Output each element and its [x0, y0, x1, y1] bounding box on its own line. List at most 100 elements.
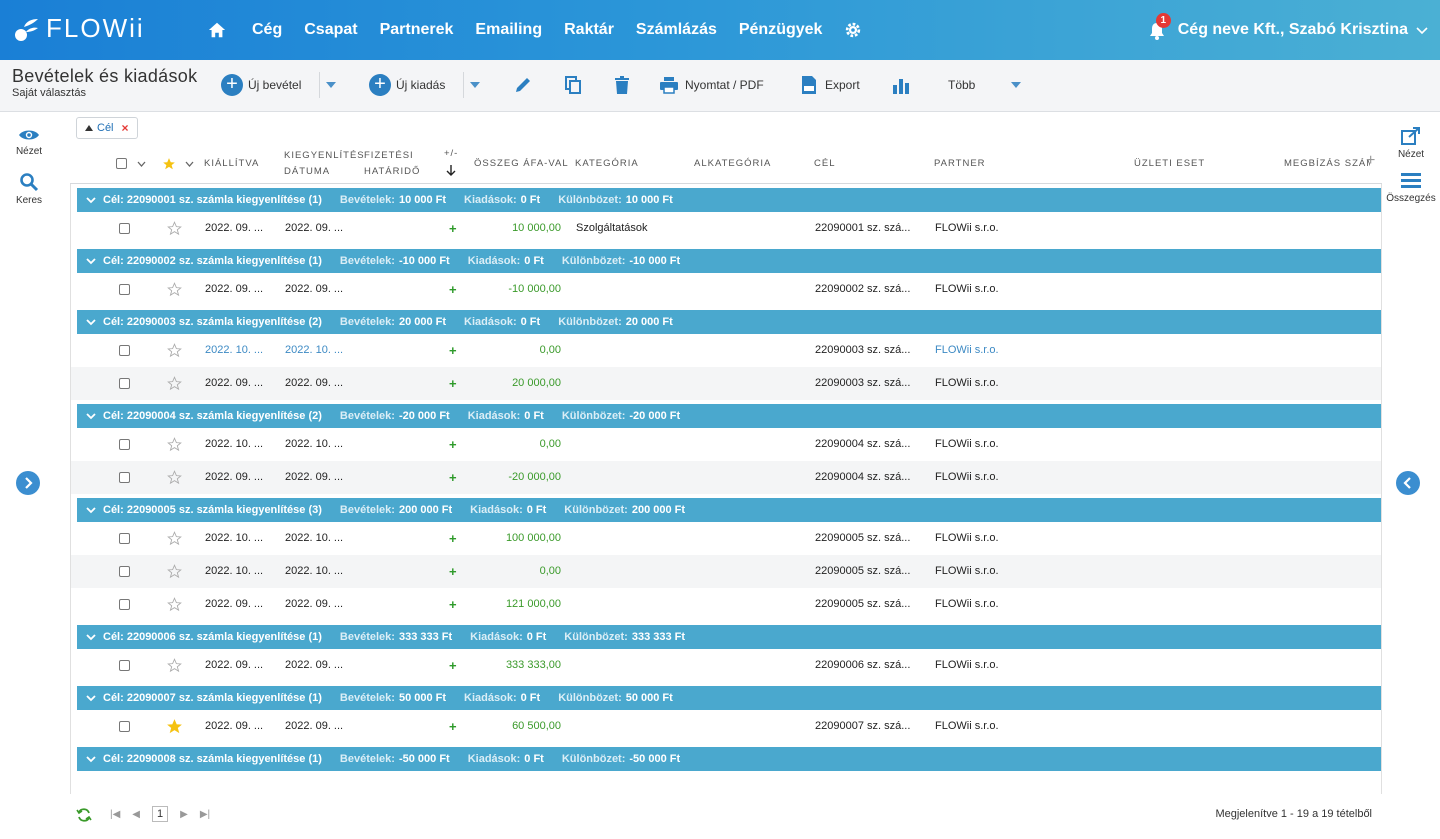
- new-income-button[interactable]: + Új bevétel: [221, 72, 301, 98]
- column-amount[interactable]: Összeg ÁFA-val: [474, 158, 569, 169]
- refresh-icon[interactable]: [76, 808, 92, 822]
- new-income-dropdown[interactable]: [319, 72, 341, 98]
- row-checkbox[interactable]: [119, 721, 130, 732]
- row-star[interactable]: [167, 221, 182, 239]
- table-row[interactable]: 2022. 09. ... 2022. 09. ... + -20 000,00 220…: [71, 461, 1381, 494]
- row-star[interactable]: [167, 597, 182, 615]
- column-due-date[interactable]: Fizetési határidő: [364, 148, 420, 180]
- chevron-down-icon[interactable]: [85, 194, 97, 206]
- row-checkbox[interactable]: [119, 660, 130, 671]
- chevron-down-icon[interactable]: [85, 631, 97, 643]
- row-star[interactable]: [167, 564, 182, 582]
- row-checkbox[interactable]: [119, 472, 130, 483]
- more-button[interactable]: Több: [948, 72, 1022, 98]
- notification-bell[interactable]: 1: [1148, 13, 1171, 41]
- group-header[interactable]: Cél: 22090007 sz. számla kiegyenlítése (…: [77, 686, 1381, 710]
- group-header[interactable]: Cél: 22090006 sz. számla kiegyenlítése (…: [77, 625, 1381, 649]
- table-row[interactable]: 2022. 09. ... 2022. 09. ... +20 000,00 2209…: [71, 367, 1381, 400]
- row-star[interactable]: [167, 343, 182, 361]
- home-icon[interactable]: [208, 21, 226, 39]
- select-all-checkbox[interactable]: [116, 158, 127, 169]
- row-star[interactable]: [167, 437, 182, 455]
- column-subcategory[interactable]: Alkategória: [694, 158, 772, 169]
- edit-button[interactable]: [513, 72, 539, 98]
- new-expense-button[interactable]: + Új kiadás: [369, 72, 445, 98]
- chevron-down-icon[interactable]: [137, 161, 146, 167]
- filter-chip-cel[interactable]: Cél ×: [76, 117, 138, 139]
- row-star[interactable]: [167, 719, 182, 737]
- search-rail-button[interactable]: Keres: [0, 172, 58, 206]
- export-button[interactable]: Export: [799, 72, 860, 98]
- column-sign[interactable]: +/-: [444, 148, 459, 159]
- remove-filter-icon[interactable]: ×: [121, 121, 129, 135]
- star-outline-icon[interactable]: [167, 282, 182, 297]
- chevron-down-icon[interactable]: [85, 255, 97, 267]
- table-row[interactable]: 2022. 09. ... 2022. 09. ... + -10 000,00 220…: [71, 273, 1381, 306]
- row-star[interactable]: [167, 658, 182, 676]
- group-header[interactable]: Cél: 22090004 sz. számla kiegyenlítése (…: [77, 404, 1381, 428]
- row-star[interactable]: [167, 531, 182, 549]
- table-row[interactable]: 2022. 09. ... 2022. 09. ... +10 000,00 Szol…: [71, 212, 1381, 245]
- view-rail-button[interactable]: Nézet: [0, 128, 58, 157]
- row-checkbox[interactable]: [119, 378, 130, 389]
- group-header[interactable]: Cél: 22090008 sz. számla kiegyenlítése (…: [77, 747, 1381, 771]
- table-row[interactable]: 2022. 10. ... 2022. 10. ... +0,00 22090004 …: [71, 428, 1381, 461]
- row-checkbox[interactable]: [119, 345, 130, 356]
- column-partner[interactable]: Partner: [934, 158, 986, 169]
- row-checkbox[interactable]: [119, 284, 130, 295]
- chevron-down-icon[interactable]: [85, 692, 97, 704]
- group-header[interactable]: Cél: 22090005 sz. számla kiegyenlítése (…: [77, 498, 1381, 522]
- add-column-icon[interactable]: +: [1366, 152, 1376, 169]
- next-page-icon[interactable]: ▶: [180, 808, 188, 820]
- column-issued[interactable]: Kiállítva: [204, 158, 260, 169]
- star-filled-icon[interactable]: [167, 719, 182, 734]
- table-row[interactable]: 2022. 09. ... 2022. 09. ... +121 000,00 220…: [71, 588, 1381, 621]
- table-row[interactable]: 2022. 10. ... 2022. 10. ... +0,00 22090005 …: [71, 555, 1381, 588]
- star-outline-icon[interactable]: [167, 658, 182, 673]
- sort-arrow-down-icon[interactable]: [446, 164, 456, 177]
- new-expense-dropdown[interactable]: [463, 72, 485, 98]
- nav-item-partnerek[interactable]: Partnerek: [379, 21, 454, 38]
- column-category[interactable]: Kategória: [575, 158, 639, 169]
- table-row[interactable]: 2022. 09. ... 2022. 09. ... +333 333,00 220…: [71, 649, 1381, 682]
- view-external-button[interactable]: Nézet: [1382, 126, 1440, 160]
- row-checkbox[interactable]: [119, 566, 130, 577]
- group-header[interactable]: Cél: 22090001 sz. számla kiegyenlítése (…: [77, 188, 1381, 212]
- star-outline-icon[interactable]: [167, 343, 182, 358]
- chevron-down-icon[interactable]: [85, 410, 97, 422]
- prev-page-icon[interactable]: ◀: [132, 808, 140, 820]
- group-header[interactable]: Cél: 22090002 sz. számla kiegyenlítése (…: [77, 249, 1381, 273]
- row-star[interactable]: [167, 470, 182, 488]
- chevron-down-icon[interactable]: [85, 316, 97, 328]
- delete-button[interactable]: [612, 72, 638, 98]
- star-outline-icon[interactable]: [167, 470, 182, 485]
- chevron-down-icon[interactable]: [1416, 24, 1428, 36]
- last-page-icon[interactable]: ▶|: [199, 808, 211, 820]
- print-pdf-button[interactable]: Nyomtat / PDF: [659, 72, 764, 98]
- expand-right-panel-button[interactable]: [1396, 471, 1420, 495]
- table-row[interactable]: 2022. 09. ... 2022. 09. ... +60 500,00 2209…: [71, 710, 1381, 743]
- star-outline-icon[interactable]: [167, 221, 182, 236]
- gear-icon[interactable]: [844, 21, 862, 39]
- row-checkbox[interactable]: [119, 533, 130, 544]
- nav-item-csapat[interactable]: Csapat: [304, 21, 358, 38]
- column-business-case[interactable]: Üzleti eset: [1134, 158, 1206, 169]
- summary-button[interactable]: Összegzés: [1382, 172, 1440, 204]
- first-page-icon[interactable]: |◀: [110, 808, 121, 820]
- nav-item-szamlazas[interactable]: Számlázás: [635, 21, 717, 38]
- user-name[interactable]: Cég neve Kft., Szabó Krisztina: [1177, 21, 1408, 38]
- logo[interactable]: FLOWii: [12, 13, 145, 44]
- nav-item-emailing[interactable]: Emailing: [475, 21, 543, 38]
- table-row[interactable]: 2022. 10. ... 2022. 10. ... +100 000,00 220…: [71, 522, 1381, 555]
- expand-left-panel-button[interactable]: [16, 471, 40, 495]
- chevron-down-icon[interactable]: [85, 504, 97, 516]
- star-outline-icon[interactable]: [167, 564, 182, 579]
- star-outline-icon[interactable]: [167, 376, 182, 391]
- nav-item-raktar[interactable]: Raktár: [564, 21, 614, 38]
- column-settle-date[interactable]: Kiegyenlítés dátuma: [284, 148, 365, 180]
- chart-button[interactable]: [891, 72, 917, 98]
- star-outline-icon[interactable]: [167, 597, 182, 612]
- row-star[interactable]: [167, 376, 182, 394]
- nav-item-penzugyek[interactable]: Pénzügyek: [738, 21, 823, 38]
- star-filled-icon[interactable]: [162, 157, 176, 171]
